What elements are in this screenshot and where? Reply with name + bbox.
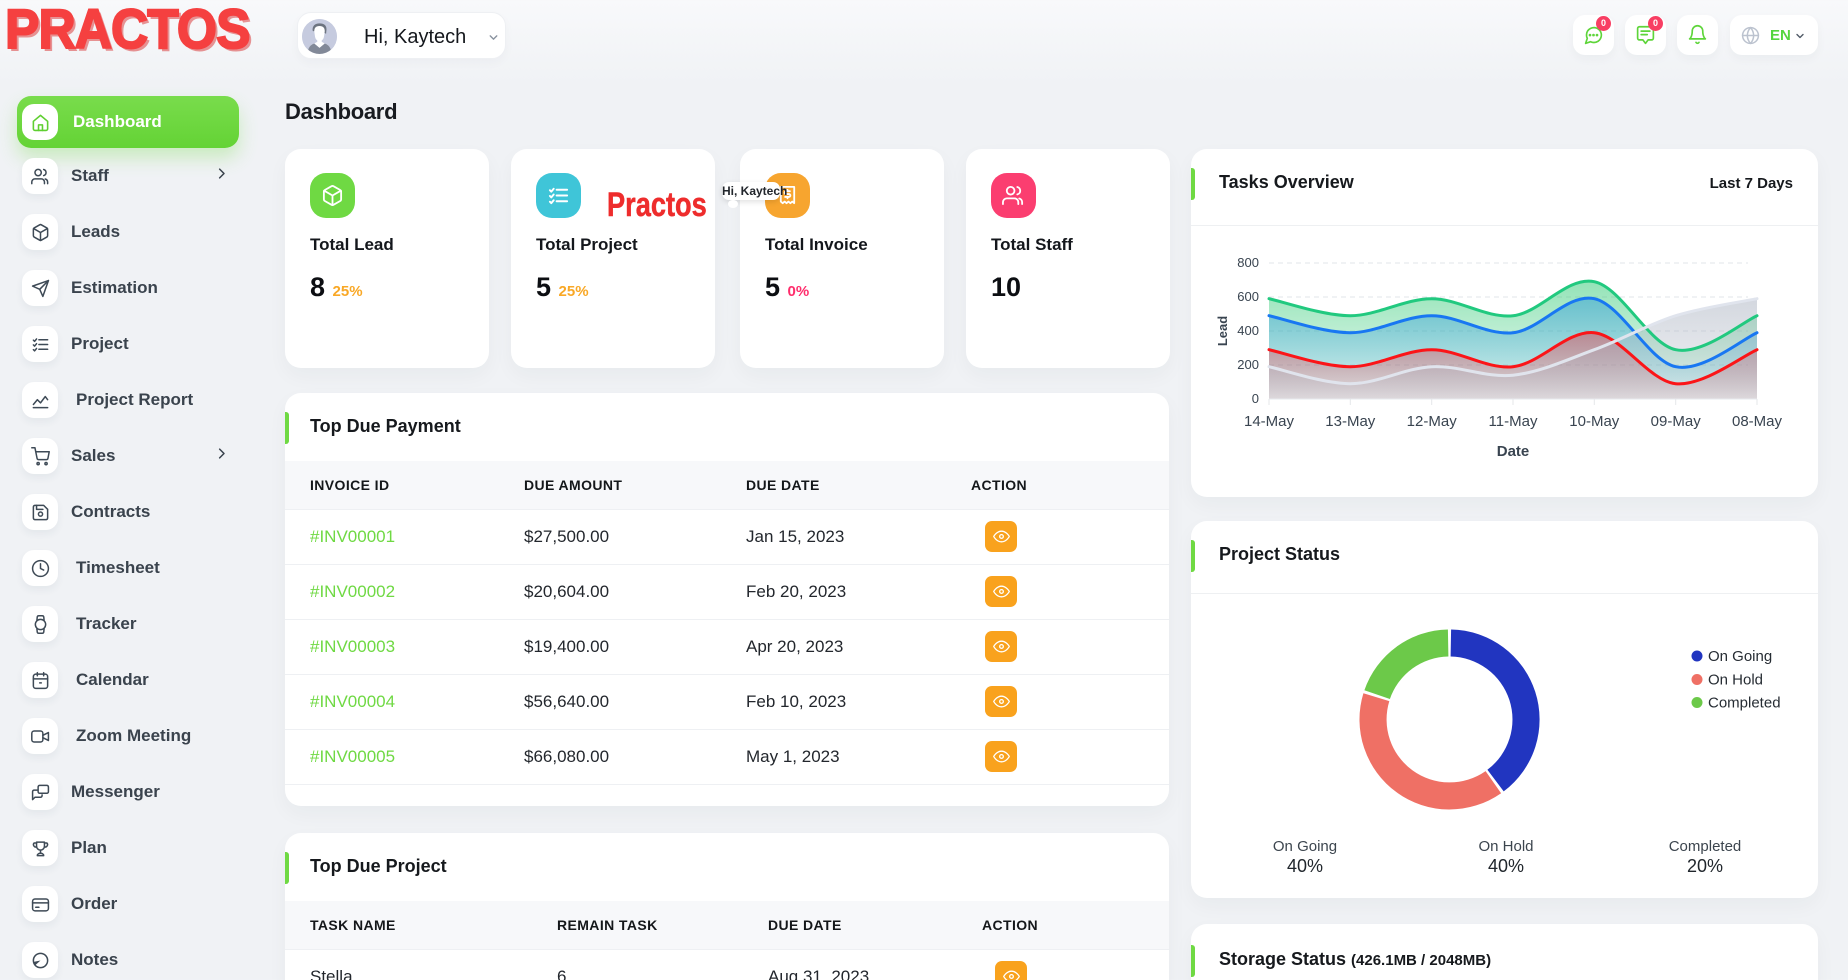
svg-text:On Hold: On Hold xyxy=(1708,672,1763,689)
svg-text:On Hold: On Hold xyxy=(1478,838,1533,855)
svg-text:On Going: On Going xyxy=(1273,838,1337,855)
svg-text:600: 600 xyxy=(1237,289,1259,304)
svg-text:On Going: On Going xyxy=(1708,648,1772,665)
svg-text:11-May: 11-May xyxy=(1489,413,1538,430)
svg-text:800: 800 xyxy=(1237,255,1259,270)
svg-text:08-May: 08-May xyxy=(1732,413,1783,430)
svg-text:40%: 40% xyxy=(1488,856,1524,876)
svg-text:0: 0 xyxy=(1252,391,1259,406)
svg-text:Date: Date xyxy=(1497,443,1530,460)
svg-text:14-May: 14-May xyxy=(1244,413,1295,430)
svg-text:40%: 40% xyxy=(1287,856,1323,876)
svg-text:Completed: Completed xyxy=(1708,695,1781,712)
svg-text:20%: 20% xyxy=(1687,856,1723,876)
svg-text:09-May: 09-May xyxy=(1651,413,1702,430)
svg-text:400: 400 xyxy=(1237,323,1259,338)
svg-text:13-May: 13-May xyxy=(1325,413,1376,430)
svg-text:12-May: 12-May xyxy=(1407,413,1458,430)
svg-text:200: 200 xyxy=(1237,357,1259,372)
svg-text:10-May: 10-May xyxy=(1569,413,1620,430)
svg-text:Completed: Completed xyxy=(1669,838,1742,855)
svg-text:Lead: Lead xyxy=(1215,316,1230,346)
